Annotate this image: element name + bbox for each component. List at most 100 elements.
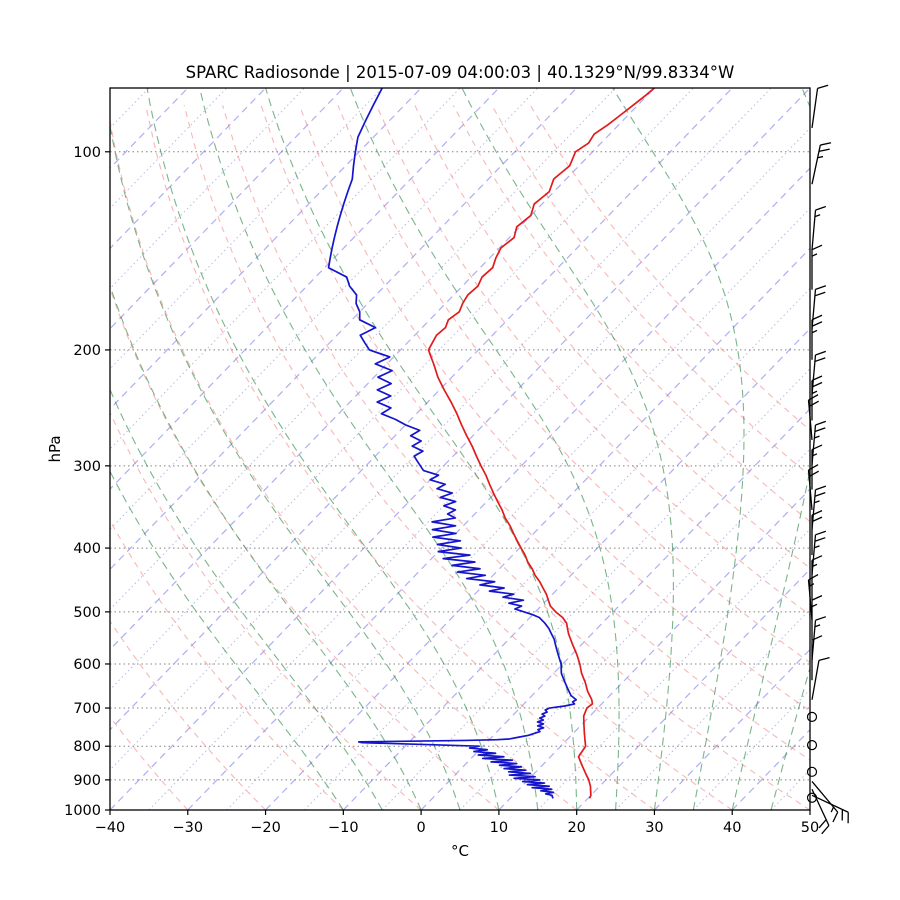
y-tick-label: 500 [73, 605, 101, 621]
wind-barb-full [811, 244, 823, 251]
moist-adiabat-line [461, 88, 674, 810]
wind-barb-full [815, 485, 827, 491]
x-tick-label: −30 [172, 820, 203, 836]
wind-barb-full [808, 470, 819, 478]
isotherm-minor-line [304, 287, 810, 810]
wind-barb-full [811, 321, 823, 327]
isotherm-line [265, 247, 810, 810]
isotherm-line [342, 327, 810, 810]
x-tick-label: 30 [645, 820, 663, 836]
dry-adiabat-line [298, 105, 810, 712]
isotherm-minor-line [110, 88, 694, 691]
dry-adiabat-line [260, 105, 810, 761]
moist-adiabat-line [731, 88, 810, 810]
wind-barb-full [832, 811, 839, 823]
dry-adiabat-line [337, 105, 810, 664]
isotherm-minor-line [148, 127, 810, 810]
wind-barb [811, 635, 823, 681]
dry-adiabat-line [145, 105, 655, 810]
wind-barb [811, 444, 823, 490]
wind-barb [811, 555, 823, 601]
dewpoint-curve [327, 88, 578, 799]
moist-adiabat-line [110, 122, 461, 810]
x-tick-label: 40 [723, 820, 741, 836]
dry-adiabat-line [110, 411, 422, 810]
y-tick-label: 700 [73, 701, 101, 717]
wind-barb-half [808, 583, 815, 587]
wind-barb-shaft [807, 469, 813, 510]
wind-barb-full [808, 400, 819, 408]
isotherm-minor-line [110, 88, 228, 210]
wind-barb-half [814, 624, 821, 628]
wind-barb-shaft [807, 400, 813, 440]
wind-barb-full [818, 819, 827, 829]
wind-barb [811, 530, 827, 575]
wind-barb-half [811, 453, 818, 457]
isotherm-line [576, 568, 810, 810]
isotherm-minor-line [110, 88, 305, 290]
wind-barb [811, 420, 827, 465]
y-tick-label: 800 [73, 739, 101, 755]
moist-adiabat-line [770, 665, 810, 810]
wind-barb-half [814, 214, 821, 218]
chart-title: SPARC Radiosonde | 2015-07-09 04:00:03 |… [185, 63, 735, 82]
wind-barb-shaft [811, 660, 820, 700]
dry-adiabat-line [110, 620, 266, 810]
wind-barb [811, 595, 823, 641]
wind-barb-full [808, 394, 819, 401]
wind-barb-full [811, 510, 823, 516]
wind-barb-half [814, 545, 820, 549]
x-tick-label: −40 [95, 820, 126, 836]
moist-adiabat-line [349, 88, 620, 810]
isotherm-minor-line [226, 207, 810, 810]
wind-barb-full [818, 148, 830, 153]
wind-barb-shaft [811, 144, 821, 185]
wind-barb-shaft [811, 210, 817, 251]
background-grid-group [110, 88, 810, 810]
isotherm-minor-line [110, 88, 616, 611]
wind-barb-full [814, 427, 826, 433]
wind-barb-full [811, 444, 823, 451]
wind-barb [811, 350, 827, 395]
wind-barb-full [815, 350, 827, 356]
wind-barb-full [814, 291, 826, 297]
x-tick-label: 50 [801, 820, 819, 836]
isotherm-minor-line [110, 88, 772, 771]
wind-barb-half [814, 435, 820, 439]
wind-barb-full [815, 420, 827, 426]
moist-adiabat-line [146, 88, 500, 810]
wind-barb-half [811, 603, 818, 608]
wind-barb-full [811, 381, 823, 388]
wind-barb [811, 314, 823, 360]
wind-barb-full [815, 616, 827, 621]
wind-barb [811, 510, 823, 556]
profiles-group [327, 88, 655, 799]
dry-adiabat-line [110, 519, 344, 810]
wind-barb-half [811, 329, 818, 334]
isotherm-minor-line [459, 448, 810, 810]
x-tick-label: 20 [567, 820, 585, 836]
wind-barb [807, 394, 819, 440]
dry-adiabat-line [375, 105, 810, 616]
wind-barb-full [847, 812, 849, 824]
wind-barb-full [815, 530, 827, 536]
isotherm-line [110, 88, 810, 810]
wind-barb [811, 616, 827, 661]
calm-wind-circle [806, 792, 818, 803]
wind-barb-half [830, 806, 835, 813]
wind-barb-full [815, 205, 827, 211]
moist-adiabat-line [110, 283, 422, 810]
x-axis-label: °C [451, 842, 469, 860]
wind-barb-full [818, 657, 830, 661]
wind-barb-full [811, 635, 823, 641]
wind-barb [811, 375, 823, 421]
wind-barb-full [811, 314, 823, 321]
wind-barb-shaft [811, 794, 849, 813]
isotherm-minor-line [770, 769, 810, 810]
wind-barb [807, 464, 819, 510]
wind-barb-full [814, 492, 826, 497]
wind-barb [811, 788, 830, 835]
x-tick-label: 0 [416, 820, 425, 836]
